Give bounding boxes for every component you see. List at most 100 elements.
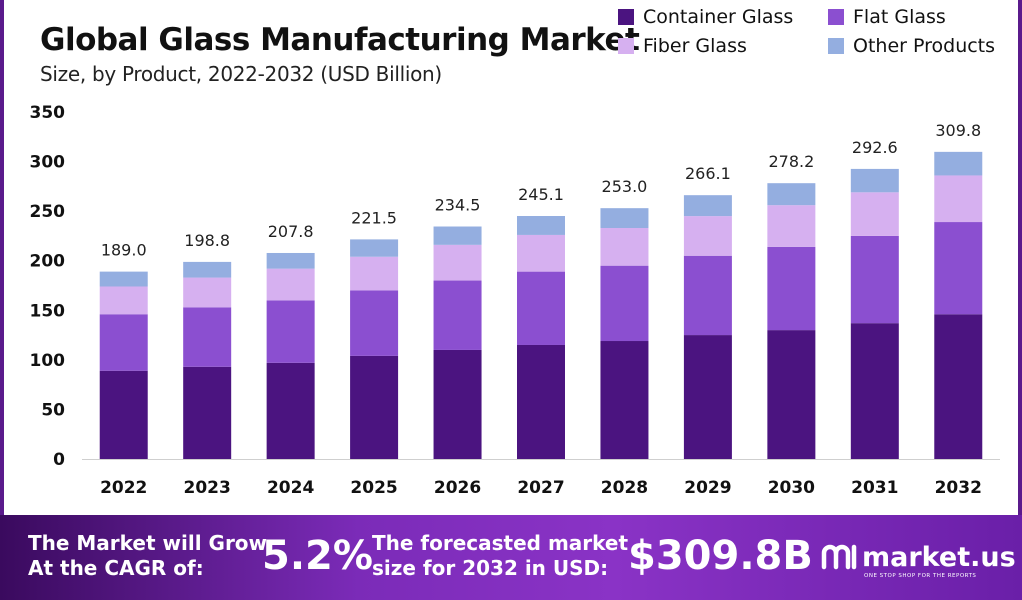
bar-segment-container-glass — [600, 341, 649, 459]
brand-tagline: ONE STOP SHOP FOR THE REPORTS — [864, 573, 977, 579]
bar-segment-fiber-glass — [99, 286, 148, 315]
y-tick-label: 0 — [53, 450, 65, 470]
bar-segment-container-glass — [517, 344, 565, 459]
bar-segment-flat-glass — [934, 222, 983, 315]
brand-name: market.us — [862, 541, 1016, 573]
bar-segment-other-products — [183, 261, 232, 278]
bar-segment-flat-glass — [767, 246, 816, 331]
frame-right-border — [1018, 0, 1022, 515]
y-tick-label: 50 — [41, 400, 65, 420]
bar-total-label: 309.8 — [935, 121, 981, 140]
bar-total-label: 234.5 — [435, 196, 481, 215]
bar-segment-fiber-glass — [600, 227, 649, 266]
bar-total-label: 278.2 — [768, 152, 814, 171]
y-tick-label: 250 — [30, 202, 66, 222]
bar-segment-flat-glass — [266, 300, 315, 363]
y-tick-label: 200 — [30, 252, 66, 272]
x-tick-label: 2032 — [935, 478, 982, 498]
x-tick-label: 2023 — [184, 478, 231, 498]
y-tick-label: 150 — [30, 301, 66, 321]
bar-segment-fiber-glass — [433, 244, 482, 281]
brand-logo: market.us — [818, 537, 1016, 577]
bar-total-label: 221.5 — [351, 208, 397, 227]
chart-title: Global Glass Manufacturing Market — [40, 22, 640, 58]
bar-segment-other-products — [767, 183, 816, 206]
forecast-label: The forecasted market size for 2032 in U… — [372, 531, 628, 581]
bar-segment-fiber-glass — [683, 216, 732, 256]
x-tick-label: 2030 — [768, 478, 815, 498]
legend-item-container-glass: Container Glass — [618, 6, 793, 28]
bar-segment-flat-glass — [350, 290, 399, 356]
bar-segment-other-products — [99, 271, 148, 287]
legend-label: Other Products — [853, 35, 996, 57]
bar-segment-other-products — [517, 216, 565, 235]
x-tick-label: 2028 — [601, 478, 648, 498]
legend-label: Fiber Glass — [643, 35, 747, 57]
bar-segment-container-glass — [683, 335, 732, 459]
legend-swatch — [618, 38, 634, 54]
x-tick-label: 2025 — [350, 478, 397, 498]
bar-segment-flat-glass — [183, 307, 232, 367]
cagr-label: The Market will Grow At the CAGR of: — [28, 531, 267, 581]
y-tick-label: 100 — [30, 351, 66, 371]
bar-total-label: 292.6 — [852, 138, 898, 157]
bar-segment-other-products — [683, 195, 732, 217]
x-tick-label: 2022 — [100, 478, 147, 498]
frame-left-border — [0, 0, 4, 515]
bar-total-label: 189.0 — [101, 241, 147, 260]
cagr-label-line1: The Market will Grow — [28, 531, 268, 555]
bar-segment-fiber-glass — [183, 277, 232, 308]
bar-segment-other-products — [850, 168, 899, 193]
legend-item-fiber-glass: Fiber Glass — [618, 35, 747, 57]
bar-segment-flat-glass — [517, 271, 565, 345]
bar-segment-fiber-glass — [266, 268, 315, 301]
legend-swatch — [828, 9, 844, 25]
x-tick-label: 2031 — [851, 478, 898, 498]
bar-total-label: 245.1 — [518, 185, 564, 204]
bar-segment-flat-glass — [850, 235, 899, 324]
cagr-label-line2: At the CAGR of: — [28, 556, 204, 580]
bar-segment-flat-glass — [683, 255, 732, 336]
bar-segment-container-glass — [850, 323, 899, 459]
market-us-logo-icon — [821, 544, 857, 570]
x-tick-label: 2029 — [684, 478, 731, 498]
legend-item-flat-glass: Flat Glass — [828, 6, 946, 28]
legend-label: Flat Glass — [853, 6, 946, 28]
legend-swatch — [828, 38, 844, 54]
forecast-label-line2: size for 2032 in USD: — [372, 556, 609, 580]
legend-label: Container Glass — [643, 6, 794, 28]
bar-segment-other-products — [350, 239, 399, 257]
bar-segment-fiber-glass — [850, 192, 899, 236]
bar-total-label: 253.0 — [602, 177, 648, 196]
bar-segment-flat-glass — [99, 314, 148, 371]
cagr-value: 5.2% — [262, 533, 373, 579]
forecast-value: $309.8B — [628, 533, 813, 579]
stacked-bar-chart: 0 50 100 150 200 250 300 350 189.0 2022 198.8 2023 2… — [30, 103, 1000, 498]
bar-segment-container-glass — [433, 349, 482, 459]
bar-total-label: 266.1 — [685, 164, 731, 183]
bar-segment-other-products — [433, 226, 482, 245]
bar-segment-container-glass — [350, 355, 399, 459]
bar-total-label: 207.8 — [268, 222, 314, 241]
bar-segment-container-glass — [767, 330, 816, 459]
chart-subtitle: Size, by Product, 2022-2032 (USD Billion… — [40, 62, 442, 86]
bar-segment-other-products — [934, 151, 983, 176]
bar-segment-other-products — [600, 208, 649, 228]
bar-segment-fiber-glass — [517, 234, 565, 272]
bar-segment-container-glass — [183, 366, 232, 459]
bar-segment-flat-glass — [433, 280, 482, 350]
bar-segment-container-glass — [934, 314, 983, 459]
bar-segment-fiber-glass — [767, 205, 816, 247]
bar-segment-container-glass — [99, 370, 148, 459]
y-tick-label: 300 — [30, 153, 66, 173]
bar-segment-container-glass — [266, 362, 315, 459]
summary-banner: The Market will Grow At the CAGR of: 5.2… — [0, 515, 1022, 600]
bar-total-label: 198.8 — [184, 231, 230, 250]
forecast-label-line1: The forecasted market — [372, 531, 629, 555]
bar-segment-other-products — [266, 252, 315, 269]
x-tick-label: 2024 — [267, 478, 314, 498]
bar-segment-fiber-glass — [350, 256, 399, 291]
legend-item-other-products: Other Products — [828, 35, 995, 57]
x-tick-label: 2026 — [434, 478, 481, 498]
x-tick-label: 2027 — [517, 478, 564, 498]
